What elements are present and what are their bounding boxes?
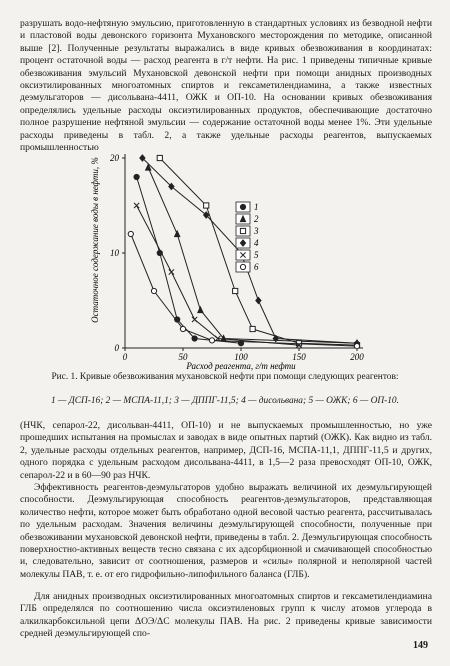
legend-label: 2 xyxy=(254,214,259,224)
legend-marker xyxy=(239,239,247,247)
marker xyxy=(133,173,140,181)
legend-label: 3 xyxy=(253,226,259,236)
legend-label: 6 xyxy=(254,262,259,272)
marker xyxy=(144,163,152,171)
marker xyxy=(127,230,134,238)
marker xyxy=(150,287,158,295)
marker xyxy=(272,334,280,343)
y-tick-label: 20 xyxy=(110,153,120,163)
legend-marker xyxy=(239,214,247,223)
marker xyxy=(255,296,262,305)
marker xyxy=(202,211,210,219)
x-tick-label: 100 xyxy=(234,352,248,362)
series-line xyxy=(147,167,358,344)
series-line xyxy=(159,157,358,346)
marker xyxy=(197,305,204,314)
marker xyxy=(249,325,256,333)
marker xyxy=(232,287,239,295)
legend-label: 5 xyxy=(254,250,259,260)
paragraph: разрушать водо-нефтяную эмульсию, пригот… xyxy=(20,18,432,154)
series-line xyxy=(136,205,300,346)
legend-marker xyxy=(239,203,247,211)
legend-label: 4 xyxy=(254,238,259,248)
page-number: 149 xyxy=(413,640,428,651)
x-axis-label: Расход реагента, г/т нефти xyxy=(185,361,296,371)
marker xyxy=(203,202,210,209)
marker xyxy=(191,335,198,342)
marker xyxy=(156,154,163,162)
marker xyxy=(168,182,175,191)
marker xyxy=(179,325,187,333)
legend-marker xyxy=(240,252,246,258)
chart: Остаточное содержание воды в нефти, % Ра… xyxy=(90,153,364,371)
marker xyxy=(208,337,216,344)
y-tick-label: 0 xyxy=(115,343,120,353)
paragraph: (НЧК, сепарол-22, дисольван-4411, ОП-10)… xyxy=(20,420,432,481)
y-axis-label: Остаточное содержание воды в нефти, % xyxy=(90,157,100,323)
x-tick-label: 50 xyxy=(179,352,189,362)
marker xyxy=(168,269,175,275)
legend-marker xyxy=(239,227,247,235)
legend-label: 1 xyxy=(254,202,259,212)
x-tick-label: 200 xyxy=(350,352,364,362)
paragraph: Эффективность реагентов-деэмульгаторов у… xyxy=(20,482,432,580)
marker xyxy=(139,154,146,162)
caption-title: Рис. 1. Кривые обезвоживания мухановской… xyxy=(51,372,399,382)
x-tick-label: 150 xyxy=(292,352,306,362)
legend-marker xyxy=(239,263,247,271)
marker xyxy=(191,316,198,323)
marker xyxy=(133,202,140,209)
x-tick-label: 0 xyxy=(123,352,128,362)
paragraph: Для анидных производных оксиэтилированны… xyxy=(20,591,432,640)
y-tick-label: 10 xyxy=(110,248,120,258)
marker xyxy=(353,343,361,350)
marker xyxy=(173,229,181,238)
caption-legend: 1 — ДСП-16; 2 — МСПА-11,1; 3 — ДППГ-11,5… xyxy=(51,396,399,406)
series-line xyxy=(136,176,242,344)
